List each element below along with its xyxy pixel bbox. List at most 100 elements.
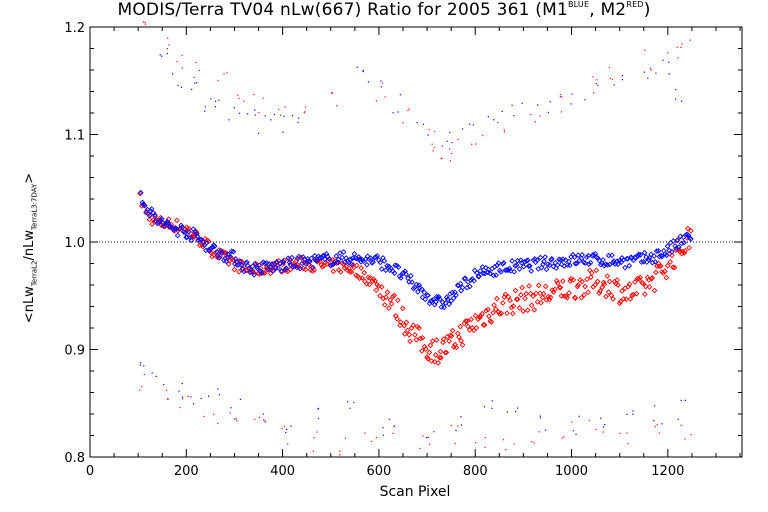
data-point-m2 — [479, 310, 486, 317]
outlier-point-m1 — [218, 394, 221, 396]
outlier-point-m2 — [680, 424, 682, 426]
data-point-m2 — [552, 286, 558, 293]
plot-axes: 0 200 400 600 800 1000 1200 0.8 0.9 1.0 1.1 1.2 — [64, 21, 743, 479]
data-point-m1 — [400, 269, 407, 276]
outlier-point-m2 — [167, 398, 169, 400]
data-point-m2 — [485, 306, 491, 313]
data-point-m2 — [592, 282, 598, 288]
data-point-m1 — [582, 260, 588, 266]
outlier-point-m2 — [654, 426, 656, 428]
outlier-point-m1 — [155, 375, 157, 378]
data-point-m1 — [553, 265, 559, 271]
data-point-m1 — [685, 232, 692, 239]
data-point-m2 — [440, 339, 446, 346]
data-point-m1 — [163, 220, 169, 226]
data-point-m2 — [610, 296, 616, 302]
outlier-point-m2 — [497, 122, 499, 124]
data-point-m2 — [538, 299, 544, 306]
data-point-m1 — [158, 215, 165, 222]
y-axis-label: <nLwTerraL2/nLwTerraL3:7DAY> — [22, 172, 39, 324]
outliers-m2 — [139, 21, 692, 456]
data-point-m2 — [542, 283, 549, 290]
data-point-m1 — [579, 251, 585, 258]
outlier-point-m1 — [257, 132, 260, 135]
data-point-m2 — [616, 300, 623, 307]
data-point-m1 — [641, 249, 648, 256]
data-point-m1 — [409, 279, 415, 285]
x-axis-label: Scan Pixel — [379, 484, 451, 500]
data-point-m1 — [493, 272, 499, 278]
outlier-point-m2 — [475, 442, 477, 444]
data-point-m1 — [232, 256, 239, 263]
outlier-point-m1 — [654, 405, 656, 407]
data-point-m1 — [487, 270, 493, 277]
data-point-m1 — [511, 268, 518, 275]
outlier-point-m1 — [291, 114, 294, 117]
data-point-m1 — [322, 256, 328, 263]
data-point-m1 — [141, 202, 148, 209]
outlier-point-m1 — [194, 82, 196, 84]
outlier-point-m1 — [460, 424, 463, 426]
data-point-m2 — [449, 327, 456, 334]
data-point-m1 — [609, 252, 615, 259]
data-point-m2 — [579, 278, 586, 285]
data-point-m1 — [525, 263, 532, 269]
data-point-m2 — [660, 270, 667, 277]
data-point-m2 — [391, 292, 398, 299]
data-point-m2 — [603, 293, 609, 300]
data-point-m1 — [537, 254, 544, 261]
outlier-point-m2 — [168, 44, 170, 46]
data-point-m1 — [185, 228, 192, 235]
data-point-m1 — [573, 260, 580, 267]
data-point-m1 — [326, 256, 333, 262]
data-point-m2 — [473, 325, 480, 331]
data-point-m2 — [377, 292, 383, 299]
data-point-m1 — [148, 206, 155, 212]
data-point-m1 — [172, 225, 178, 232]
data-point-m1 — [476, 273, 482, 280]
outlier-point-m1 — [675, 88, 677, 91]
outlier-point-m2 — [513, 443, 515, 445]
chart-title: MODIS/Terra TV04 nLw(667) Ratio for 2005… — [117, 0, 651, 20]
data-point-m2 — [401, 322, 407, 329]
data-point-m2 — [626, 281, 633, 288]
data-point-m2 — [425, 355, 431, 362]
outlier-point-m1 — [455, 429, 457, 432]
outlier-point-m1 — [263, 419, 265, 421]
data-point-m1 — [416, 282, 422, 288]
outlier-point-m1 — [180, 86, 183, 88]
data-point-m2 — [225, 261, 232, 267]
data-point-m2 — [584, 276, 590, 283]
data-point-m1 — [275, 265, 282, 271]
outlier-point-m1 — [166, 52, 168, 55]
data-point-m2 — [211, 252, 217, 258]
data-point-m1 — [364, 261, 370, 268]
data-point-m2 — [632, 279, 638, 285]
data-point-m2 — [413, 336, 420, 343]
data-point-m2 — [337, 268, 344, 275]
data-point-m1 — [444, 296, 451, 303]
data-point-m2 — [524, 307, 531, 314]
outlier-point-m2 — [626, 432, 628, 434]
data-point-m2 — [462, 318, 469, 324]
data-point-m2 — [356, 275, 363, 282]
data-point-m1 — [278, 268, 285, 274]
outlier-point-m1 — [297, 121, 299, 123]
data-point-m2 — [475, 316, 481, 322]
outlier-point-m2 — [539, 115, 541, 117]
data-point-m2 — [522, 295, 528, 302]
outlier-point-m2 — [596, 79, 598, 81]
outlier-point-m1 — [493, 119, 495, 121]
outlier-point-m2 — [167, 37, 169, 39]
data-point-m1 — [590, 251, 597, 258]
data-point-m1 — [567, 262, 573, 269]
data-point-m1 — [550, 263, 557, 270]
data-point-m1 — [347, 256, 354, 263]
outlier-point-m2 — [609, 77, 612, 80]
data-point-m1 — [453, 292, 459, 299]
outlier-point-m1 — [190, 396, 192, 398]
data-point-m2 — [372, 278, 378, 284]
outlier-point-m1 — [595, 83, 597, 85]
outlier-point-m1 — [388, 418, 390, 421]
data-point-m2 — [669, 252, 675, 259]
